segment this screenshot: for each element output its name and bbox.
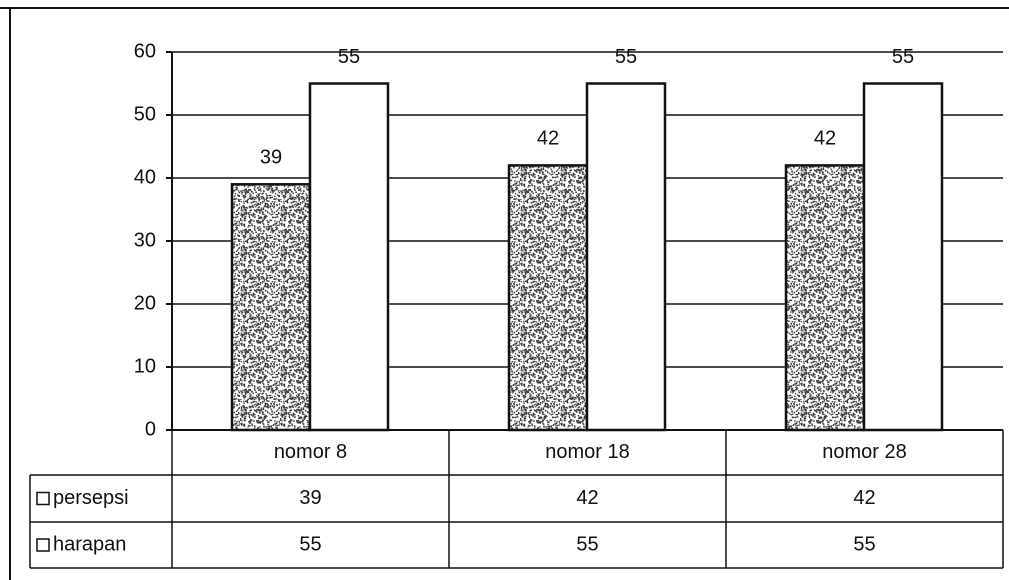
bar xyxy=(232,184,310,430)
y-tick-label: 0 xyxy=(145,418,156,440)
x-tick-label: nomor 18 xyxy=(545,441,630,463)
bar xyxy=(310,84,388,431)
data-label: 42 xyxy=(814,128,836,150)
legend-label: harapan xyxy=(53,533,126,555)
bar xyxy=(587,84,665,431)
table-value: 42 xyxy=(853,487,875,509)
table-value: 42 xyxy=(576,487,598,509)
data-label: 55 xyxy=(892,46,914,68)
x-tick-label: nomor 8 xyxy=(274,441,347,463)
y-tick-label: 20 xyxy=(134,292,156,314)
bar xyxy=(786,165,864,430)
bar xyxy=(864,84,942,431)
data-label: 39 xyxy=(260,147,282,169)
x-tick-label: nomor 28 xyxy=(822,441,907,463)
data-label: 42 xyxy=(537,128,559,150)
y-tick-label: 10 xyxy=(134,355,156,377)
bar xyxy=(509,165,587,430)
legend-key xyxy=(37,493,49,505)
data-label: 55 xyxy=(615,46,637,68)
data-label: 55 xyxy=(338,46,360,68)
y-tick-label: 30 xyxy=(134,229,156,251)
table-value: 55 xyxy=(299,533,321,555)
legend-key xyxy=(37,539,49,551)
y-tick-label: 40 xyxy=(134,166,156,188)
y-tick-label: 50 xyxy=(134,103,156,125)
table-value: 55 xyxy=(853,533,875,555)
chart: 0 10 20 30 40 50 60 39 55 42 55 42 55 nomor 8 nomor 18… xyxy=(0,0,1009,580)
table-value: 39 xyxy=(299,487,321,509)
table-value: 55 xyxy=(576,533,598,555)
y-tick-label: 60 xyxy=(134,40,156,62)
legend-label: persepsi xyxy=(53,487,129,509)
